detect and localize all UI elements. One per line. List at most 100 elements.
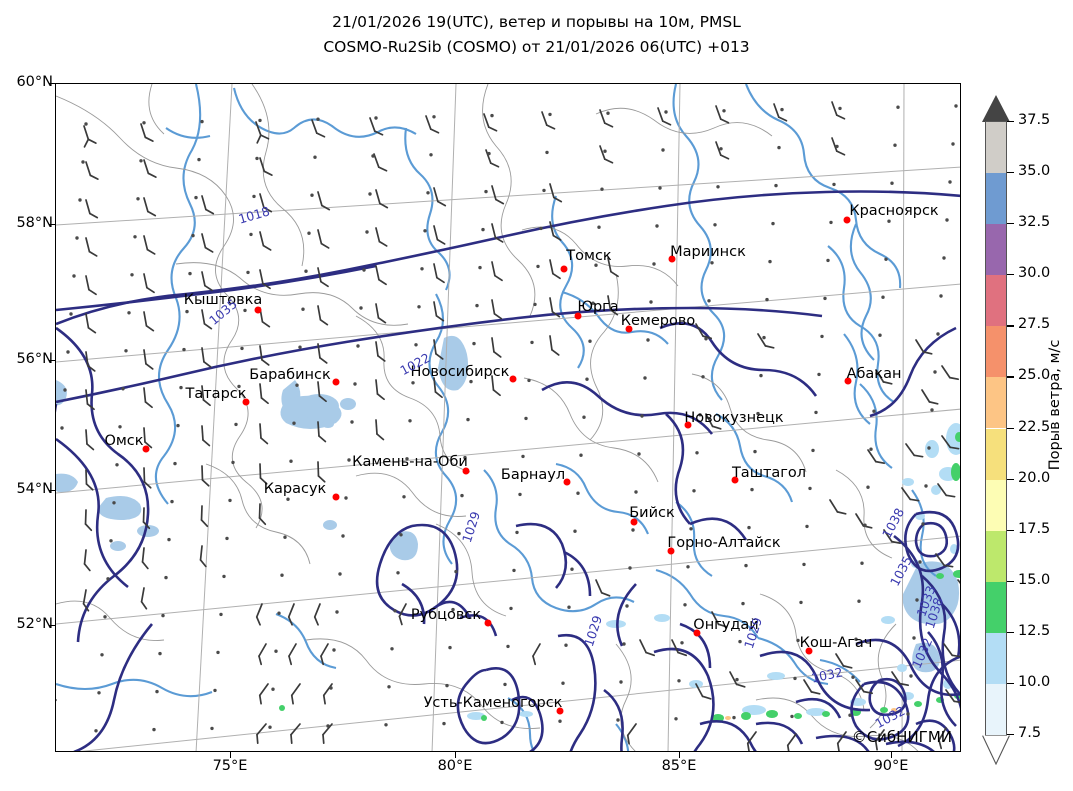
colorbar-bands [985,121,1007,736]
colorbar-tick-label-5: 25.0 [1018,367,1051,384]
city-label-8: Абакан [846,366,902,382]
city-marker-17[interactable] [667,547,675,555]
colorbar-axis-label: Порыв ветра, м/с [1047,339,1063,471]
colorbar[interactable]: 37.5 35.0 32.5 30.0 27.5 25.0 22.5 20.0 17.5 15.0… [981,95,1073,765]
colorbar-tick-mark-7 [1007,478,1014,480]
lon-tick-label-3: 90°E [873,758,909,774]
city-label-9: Татарск [185,386,247,402]
lat-tick-mark-4 [49,625,55,627]
city-label-11: Омск [104,433,144,449]
colorbar-tick-label-11: 10.0 [1018,673,1051,690]
colorbar-tick-label-10: 12.5 [1018,622,1051,639]
lon-tick-mark-2 [679,752,681,758]
city-label-12: Камень-на-Оби [352,454,468,470]
colorbar-tick-mark-12 [1007,734,1014,736]
city-marker-0[interactable] [843,216,851,224]
colorbar-band-27.5-30.0 [986,275,1006,327]
colorbar-band-30.0-32.5 [986,224,1006,276]
city-label-19: Онгудай [693,617,759,633]
city-marker-12[interactable] [462,467,470,475]
colorbar-band-7.5-10.0 [986,683,1006,735]
colorbar-band-25.0-27.5 [986,326,1006,378]
colorbar-band-32.5-35.0 [986,173,1006,225]
colorbar-band-35.0-37.5 [986,122,1006,174]
city-label-16: Бийск [629,505,675,521]
graticule [56,84,960,751]
colorbar-tick-label-0: 37.5 [1018,112,1051,128]
colorbar-tick-label-7: 20.0 [1018,469,1051,486]
wind-barbs [56,101,960,751]
colorbar-band-10.0-12.5 [986,632,1006,684]
city-marker-7[interactable] [332,378,340,386]
city-marker-9[interactable] [242,398,250,406]
city-label-13: Таштагол [731,465,807,481]
city-marker-5[interactable] [625,325,633,333]
colorbar-tick-mark-1 [1007,172,1014,174]
colorbar-tick-label-1: 35.0 [1018,163,1051,180]
rivers [56,84,937,751]
city-marker-18[interactable] [484,619,492,627]
city-marker-11[interactable] [142,445,150,453]
city-marker-20[interactable] [805,647,813,655]
city-marker-14[interactable] [563,478,571,486]
colorbar-band-17.5-20.0 [986,479,1006,531]
copyright-watermark: ©СибНИГМИ [851,728,952,746]
lon-tick-label-1: 80°E [437,758,473,774]
city-label-0: Красноярск [849,203,939,219]
lat-tick-mark-0 [49,83,55,85]
title-line-1: 21/01/2026 19(UTC), ветер и порывы на 10… [332,13,741,31]
city-marker-3[interactable] [254,306,262,314]
lon-tick-mark-3 [891,752,893,758]
city-marker-19[interactable] [693,629,701,637]
colorbar-band-12.5-15.0 [986,581,1006,633]
colorbar-under-range-triangle [981,735,1010,765]
chart-title: 21/01/2026 19(UTC), ветер и порывы на 10… [0,10,1073,60]
city-label-17: Горно-Алтайск [667,535,781,551]
city-marker-1[interactable] [560,265,568,273]
colorbar-tick-label-8: 17.5 [1018,520,1051,537]
city-marker-13[interactable] [731,476,739,484]
city-marker-10[interactable] [684,421,692,429]
lat-tick-label-0: 60°N [16,74,53,90]
city-marker-21[interactable] [556,707,564,715]
lat-tick-mark-2 [49,360,55,362]
weather-map[interactable]: Красноярск Томск Мариинск Кыштовка Юрга Кемер… [55,83,961,752]
colorbar-tick-label-3: 30.0 [1018,265,1051,282]
city-marker-8[interactable] [844,377,852,385]
city-label-4: Юрга [577,299,619,315]
colorbar-tick-label-2: 32.5 [1018,214,1051,231]
colorbar-tick-mark-2 [1007,223,1014,225]
title-line-2: COSMO-Ru2Sib (COSMO) от 21/01/2026 06(UT… [323,38,750,56]
lon-tick-label-2: 85°E [661,758,697,774]
city-marker-16[interactable] [630,518,638,526]
lon-tick-mark-1 [455,752,457,758]
lat-tick-mark-3 [49,490,55,492]
colorbar-tick-label-6: 22.5 [1018,418,1051,435]
colorbar-tick-mark-0 [1007,121,1014,123]
colorbar-band-22.5-25.0 [986,377,1006,429]
lat-tick-label-3: 54°N [16,481,53,497]
city-label-2: Мариинск [670,244,746,260]
city-label-14: Барнаул [500,467,566,483]
colorbar-tick-mark-4 [1007,325,1014,327]
colorbar-tick-mark-3 [1007,274,1014,276]
city-marker-2[interactable] [668,255,676,263]
admin-borders [56,84,919,751]
colorbar-over-range-triangle [981,95,1010,122]
grid-dots [60,104,958,733]
city-marker-6[interactable] [509,375,517,383]
colorbar-band-20.0-22.5 [986,428,1006,480]
city-label-10: Новокузнецк [684,410,784,426]
city-marker-15[interactable] [332,493,340,501]
colorbar-tick-mark-11 [1007,682,1014,685]
city-label-18: Рубцовск [410,607,482,623]
colorbar-tick-mark-10 [1007,631,1014,634]
lat-tick-mark-1 [49,224,55,226]
city-label-3: Кыштовка [183,292,263,308]
city-marker-4[interactable] [574,312,582,320]
colorbar-tick-label-12: 7.5 [1018,725,1042,741]
city-label-21: Усть-Каменогорск [423,695,563,711]
city-label-20: Кош-Агач [799,635,873,651]
lat-tick-label-2: 56°N [16,351,53,367]
map-graphics [56,84,960,751]
